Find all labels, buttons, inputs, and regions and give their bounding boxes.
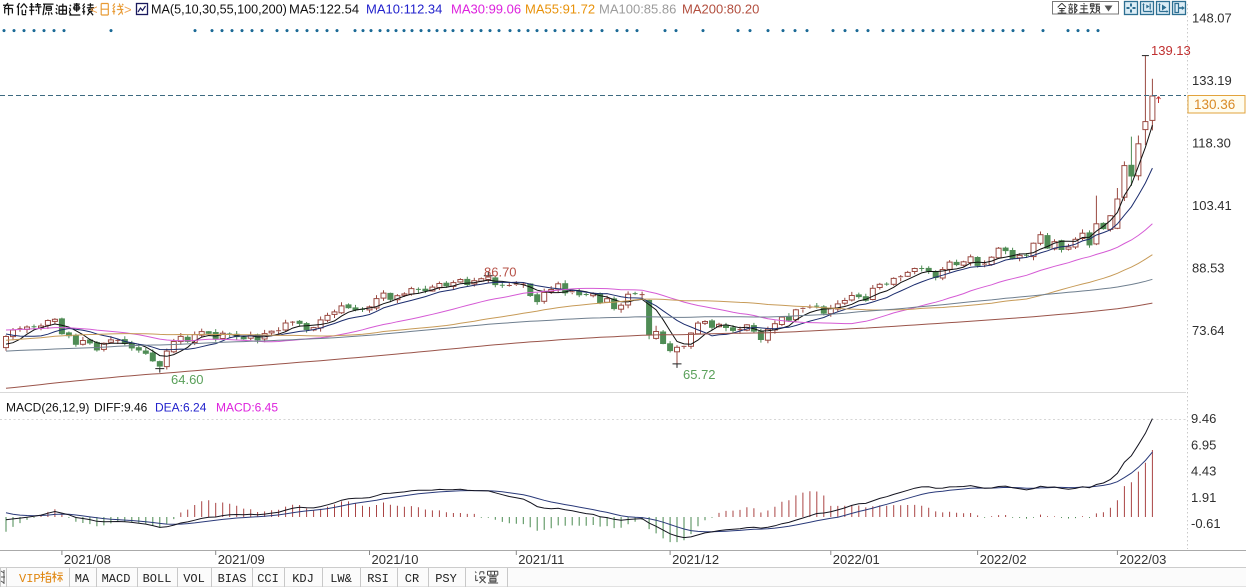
svg-text:MA: MA: [75, 572, 90, 586]
svg-text:64.60: 64.60: [171, 372, 204, 387]
svg-text:2021/10: 2021/10: [372, 552, 419, 567]
svg-text:MA(5,10,30,55,100,200): MA(5,10,30,55,100,200): [151, 3, 287, 17]
svg-text:DIFF:9.46: DIFF:9.46: [94, 401, 148, 415]
svg-text:LW&: LW&: [330, 572, 352, 586]
svg-text:118.30: 118.30: [1192, 136, 1231, 151]
svg-text:148.07: 148.07: [1192, 11, 1232, 26]
svg-text:2021/11: 2021/11: [518, 552, 564, 567]
svg-text:MA200:80.20: MA200:80.20: [682, 2, 759, 17]
svg-text:KDJ: KDJ: [292, 572, 314, 586]
svg-text:BOLL: BOLL: [143, 572, 172, 586]
svg-text:VOL: VOL: [183, 572, 205, 586]
svg-text:73.64: 73.64: [1192, 323, 1225, 338]
svg-text:MA55:91.72: MA55:91.72: [525, 2, 595, 17]
svg-text:2022/01: 2022/01: [833, 552, 880, 567]
svg-text:2021/09: 2021/09: [218, 552, 265, 567]
svg-text:>: >: [124, 2, 132, 17]
svg-text:MA10:112.34: MA10:112.34: [366, 2, 442, 17]
svg-text:-0.61: -0.61: [1191, 516, 1221, 531]
svg-text:MACD: MACD: [102, 572, 131, 586]
svg-text:130.36: 130.36: [1194, 97, 1235, 112]
svg-text:103.41: 103.41: [1192, 198, 1232, 213]
svg-text:6.95: 6.95: [1191, 437, 1216, 452]
svg-text:2022/03: 2022/03: [1119, 552, 1166, 567]
svg-text:MA100:85.86: MA100:85.86: [599, 2, 676, 17]
svg-text:MACD(26,12,9): MACD(26,12,9): [6, 401, 89, 415]
svg-text:1.91: 1.91: [1191, 490, 1216, 505]
svg-text:9.46: 9.46: [1191, 411, 1216, 426]
svg-text:139.13: 139.13: [1151, 43, 1191, 58]
svg-text:<: <: [90, 2, 98, 17]
svg-text:VIP: VIP: [19, 572, 41, 586]
svg-text:CR: CR: [405, 572, 419, 586]
svg-text:PSY: PSY: [435, 572, 457, 586]
svg-text:MACD:6.45: MACD:6.45: [216, 401, 278, 415]
svg-text:RSI: RSI: [367, 572, 389, 586]
svg-text:2021/12: 2021/12: [672, 552, 719, 567]
svg-text:133.19: 133.19: [1192, 73, 1232, 88]
svg-text:MA30:99.06: MA30:99.06: [451, 2, 521, 17]
svg-text:2022/02: 2022/02: [980, 552, 1027, 567]
svg-text:DEA:6.24: DEA:6.24: [155, 401, 207, 415]
svg-text:MA5:122.54: MA5:122.54: [289, 2, 359, 17]
svg-text:86.70: 86.70: [484, 265, 517, 280]
svg-text:88.53: 88.53: [1192, 261, 1225, 276]
svg-text:2021/08: 2021/08: [64, 552, 111, 567]
svg-text:4.43: 4.43: [1191, 464, 1216, 479]
svg-text:BIAS: BIAS: [218, 572, 247, 586]
svg-text:65.72: 65.72: [683, 367, 716, 382]
svg-text:CCI: CCI: [257, 572, 279, 586]
